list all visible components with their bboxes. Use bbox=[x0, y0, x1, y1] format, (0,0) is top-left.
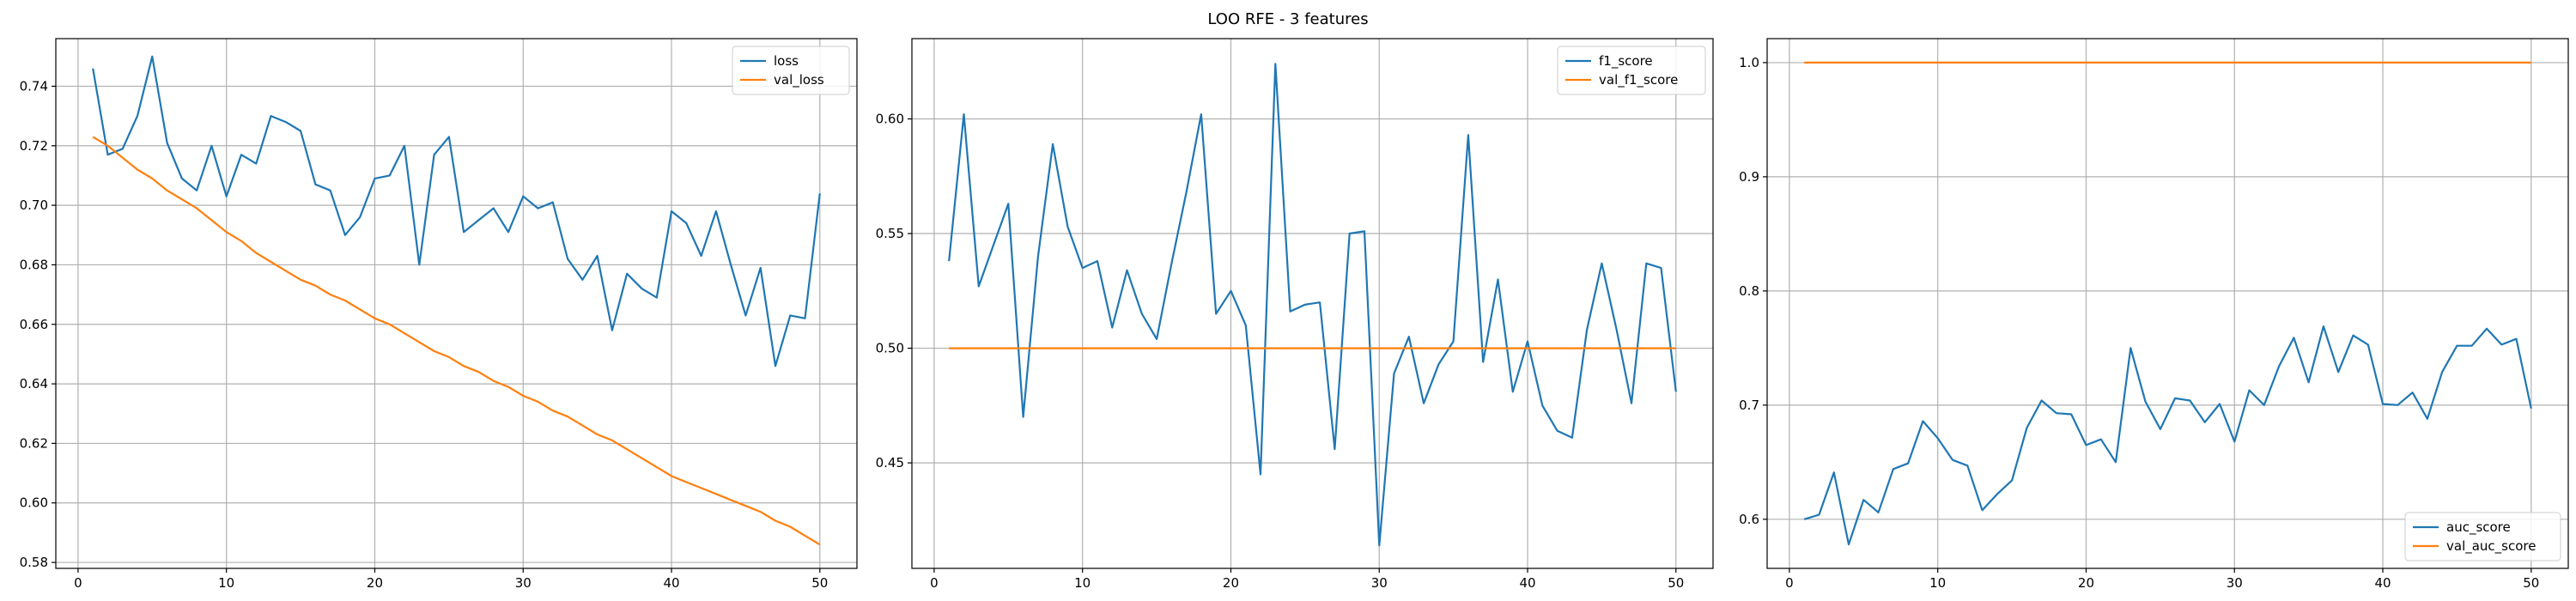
figure-title: LOO RFE - 3 features bbox=[1207, 10, 1368, 28]
x-tick-label: 0 bbox=[930, 575, 939, 591]
y-tick-label: 0.50 bbox=[876, 341, 904, 356]
legend-box bbox=[2404, 512, 2561, 562]
legend-label-loss: loss bbox=[774, 53, 799, 69]
y-tick-label: 0.6 bbox=[1739, 512, 1759, 527]
series-line-f1_score bbox=[948, 63, 1677, 547]
y-tick-label: 0.60 bbox=[876, 111, 904, 126]
y-tick-label: 0.60 bbox=[20, 495, 48, 511]
series-line-auc_score bbox=[1803, 325, 2532, 546]
subplot-2: 0 10 20 30 40 50 0.45 0.50 0.55 0.60 f1_score val_f… bbox=[876, 38, 1714, 591]
legend-box bbox=[1557, 46, 1706, 95]
plot-frame bbox=[911, 38, 1714, 569]
subplots: 0 10 20 30 40 500.580.600.620.640.660.680.700… bbox=[20, 38, 2569, 591]
legend: loss val_loss bbox=[732, 46, 850, 95]
y-tick-label: 0.45 bbox=[876, 455, 904, 470]
legend-label-val_loss: val_loss bbox=[774, 72, 824, 88]
y-tick-label: 0.72 bbox=[20, 138, 48, 154]
legend: f1_score val_f1_score bbox=[1557, 46, 1706, 95]
y-tick-label: 0.9 bbox=[1739, 169, 1759, 185]
y-tick-label: 1.0 bbox=[1739, 55, 1759, 70]
y-tick-label: 0.66 bbox=[20, 317, 48, 332]
x-tick-label: 40 bbox=[2374, 575, 2391, 591]
x-tick-label: 40 bbox=[1519, 575, 1535, 591]
series-line-loss bbox=[92, 55, 821, 367]
legend-label-val_f1_score: val_f1_score bbox=[1599, 72, 1678, 88]
x-tick-label: 0 bbox=[1785, 575, 1794, 591]
plot-frame bbox=[55, 38, 858, 569]
x-tick-label: 40 bbox=[663, 575, 679, 591]
x-tick-label: 50 bbox=[811, 575, 828, 591]
x-tick-label: 20 bbox=[367, 575, 383, 591]
legend-label-f1_score: f1_score bbox=[1599, 53, 1653, 70]
y-tick-label: 0.55 bbox=[876, 226, 904, 241]
y-tick-label: 0.74 bbox=[20, 78, 48, 94]
x-tick-label: 30 bbox=[515, 575, 532, 591]
subplot-1: 0 10 20 30 40 50 0.58 0.60 0.62 0.64 0.66 0.68 0.70 0… bbox=[20, 38, 858, 591]
x-tick-label: 30 bbox=[2227, 575, 2243, 591]
legend-label-auc_score: auc_score bbox=[2446, 519, 2511, 536]
x-tick-label: 10 bbox=[218, 575, 234, 591]
legend: auc_score val_auc_score bbox=[2404, 512, 2561, 562]
series-line-val_loss bbox=[92, 136, 821, 546]
x-tick-label: 0 bbox=[74, 575, 82, 591]
y-tick-label: 0.7 bbox=[1739, 398, 1759, 413]
subplot-3: 0 10 20 30 40 50 0.6 0.7 0.8 0.9 1.0 auc_score val_a… bbox=[1739, 38, 2569, 591]
legend-box bbox=[732, 46, 850, 95]
x-tick-label: 50 bbox=[1668, 575, 1684, 591]
x-tick-label: 30 bbox=[1371, 575, 1388, 591]
y-tick-label: 0.64 bbox=[20, 376, 48, 392]
x-tick-label: 20 bbox=[1223, 575, 1239, 591]
plot-frame bbox=[1766, 38, 2569, 569]
x-tick-label: 10 bbox=[1074, 575, 1091, 591]
x-tick-label: 10 bbox=[1929, 575, 1946, 591]
x-tick-label: 20 bbox=[2078, 575, 2094, 591]
y-tick-label: 0.8 bbox=[1739, 283, 1759, 299]
y-tick-label: 0.68 bbox=[20, 257, 48, 272]
y-tick-label: 0.58 bbox=[20, 555, 48, 570]
y-tick-label: 0.70 bbox=[20, 197, 48, 213]
y-tick-label: 0.62 bbox=[20, 435, 48, 451]
x-tick-label: 50 bbox=[2523, 575, 2539, 591]
legend-label-val_auc_score: val_auc_score bbox=[2446, 538, 2537, 555]
